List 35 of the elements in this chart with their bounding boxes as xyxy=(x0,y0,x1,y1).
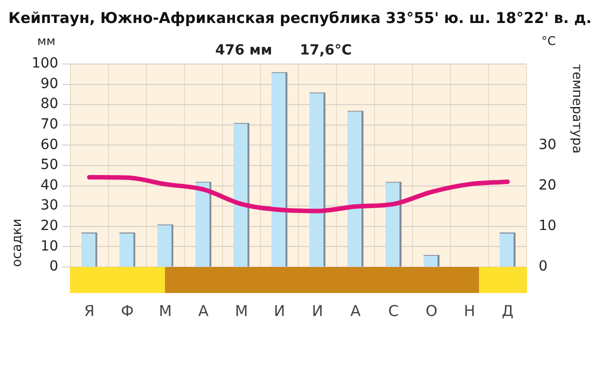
y2-tick-label: 30 xyxy=(538,136,556,153)
text: °C xyxy=(541,34,556,48)
x-tick-label: А xyxy=(198,302,210,320)
chart-title: Кейптаун, Южно-Африканская республика 33°55' ю. ш. 18°22' в. д. xyxy=(8,8,592,27)
text: 17,6°C xyxy=(300,42,352,59)
x-tick-label: С xyxy=(388,302,399,320)
x-tick-label: Д xyxy=(502,302,514,320)
x-tick-label: Н xyxy=(464,302,476,320)
x-tick-label: И xyxy=(312,302,324,320)
x-tick-label: Ф xyxy=(120,302,134,320)
y2-tick-label: 10 xyxy=(538,218,556,234)
y-tick-label: 20 xyxy=(40,218,58,234)
text: 476 мм xyxy=(215,42,272,59)
y-tick-label: 50 xyxy=(40,157,58,174)
y2-axis-title: температура xyxy=(568,64,584,154)
y-tick-label: 10 xyxy=(40,238,58,254)
x-tick-label: М xyxy=(234,302,248,320)
y2-tick-label: 0 xyxy=(538,258,548,275)
y-axis-title: осадки xyxy=(10,218,26,267)
y-tick-label: 30 xyxy=(40,198,58,214)
y-tick-label: 60 xyxy=(40,136,58,153)
x-tick-label: И xyxy=(274,302,286,320)
x-tick-label: Я xyxy=(84,302,95,320)
y-tick-label: 70 xyxy=(40,116,58,133)
text: мм xyxy=(37,34,56,48)
y-tick-label: 80 xyxy=(40,96,58,112)
y-tick-label: 100 xyxy=(32,56,58,72)
y2-tick-label: 20 xyxy=(538,177,556,194)
y-tick-label: 0 xyxy=(49,258,58,275)
line-series xyxy=(87,175,510,214)
x-tick-label: М xyxy=(158,302,172,320)
x-tick-label: А xyxy=(350,302,362,320)
y-tick-label: 40 xyxy=(40,177,58,194)
y-tick-label: 90 xyxy=(40,76,58,92)
x-tick-label: О xyxy=(426,302,438,320)
